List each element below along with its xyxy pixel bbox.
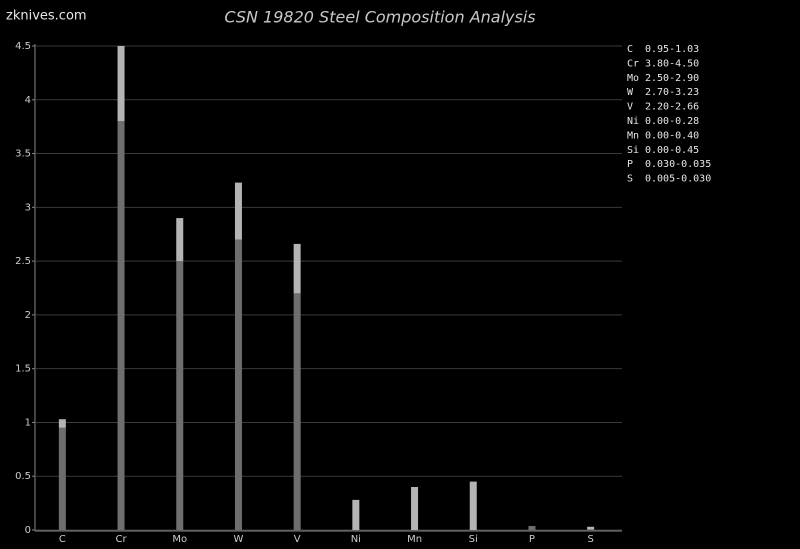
bar-range [293,243,301,294]
legend-range: 0.00-0.28 [645,116,699,127]
bar-range [528,526,536,527]
legend-range: 0.00-0.45 [645,145,699,156]
legend-element: Ni [627,116,639,127]
x-tick-label: Si [469,534,478,545]
bar-range [469,481,477,530]
legend-element: Mo [627,73,639,84]
y-tick-label: 1 [25,417,31,428]
y-tick-label: 2.5 [15,256,31,267]
legend-range: 0.030-0.035 [645,159,711,170]
bar-low [587,529,595,530]
legend-element: Cr [627,58,639,69]
bar-low [528,526,536,530]
legend-element: S [627,174,633,185]
x-tick-label: Mo [172,534,187,545]
legend-element: C [627,44,633,55]
legend-range: 2.20-2.66 [645,102,699,113]
bar-low [234,239,242,530]
x-tick-label: W [234,534,244,545]
x-tick-label: Mn [407,534,422,545]
y-tick-label: 0 [25,525,31,536]
y-tick-label: 4.5 [15,41,31,52]
bar-range [117,46,125,122]
legend-range: 0.00-0.40 [645,130,699,141]
x-tick-label: Ni [351,534,361,545]
bar-low [176,261,184,530]
x-tick-label: Cr [116,534,128,545]
bar-low [293,293,301,530]
x-tick-label: V [294,534,301,545]
y-tick-label: 0.5 [15,471,31,482]
bar-low [58,427,66,530]
y-tick-label: 4 [25,95,31,106]
legend-range: 2.50-2.90 [645,73,699,84]
bar-range [176,218,184,262]
chart-title: CSN 19820 Steel Composition Analysis [224,8,535,27]
legend-range: 2.70-3.23 [645,87,699,98]
x-tick-label: C [59,534,66,545]
y-tick-label: 1.5 [15,364,31,375]
legend-element: Si [627,145,639,156]
bar-range [411,486,419,530]
bar-range [234,182,242,240]
x-tick-label: S [587,534,593,545]
legend-range: 3.80-4.50 [645,58,699,69]
bar-range [58,419,66,428]
legend-range: 0.005-0.030 [645,174,711,185]
y-tick-label: 2 [25,310,31,321]
y-tick-label: 3.5 [15,149,31,160]
legend-element: Mn [627,130,639,141]
y-tick-label: 3 [25,202,31,213]
legend-range: 0.95-1.03 [645,44,699,55]
x-tick-label: P [529,534,535,545]
watermark: zknives.com [6,9,87,24]
bar-low [117,121,125,531]
bar-range [352,499,360,530]
legend-element: W [627,87,634,98]
legend-element: P [627,159,633,170]
bar-range [587,526,595,530]
legend-element: V [627,102,633,113]
